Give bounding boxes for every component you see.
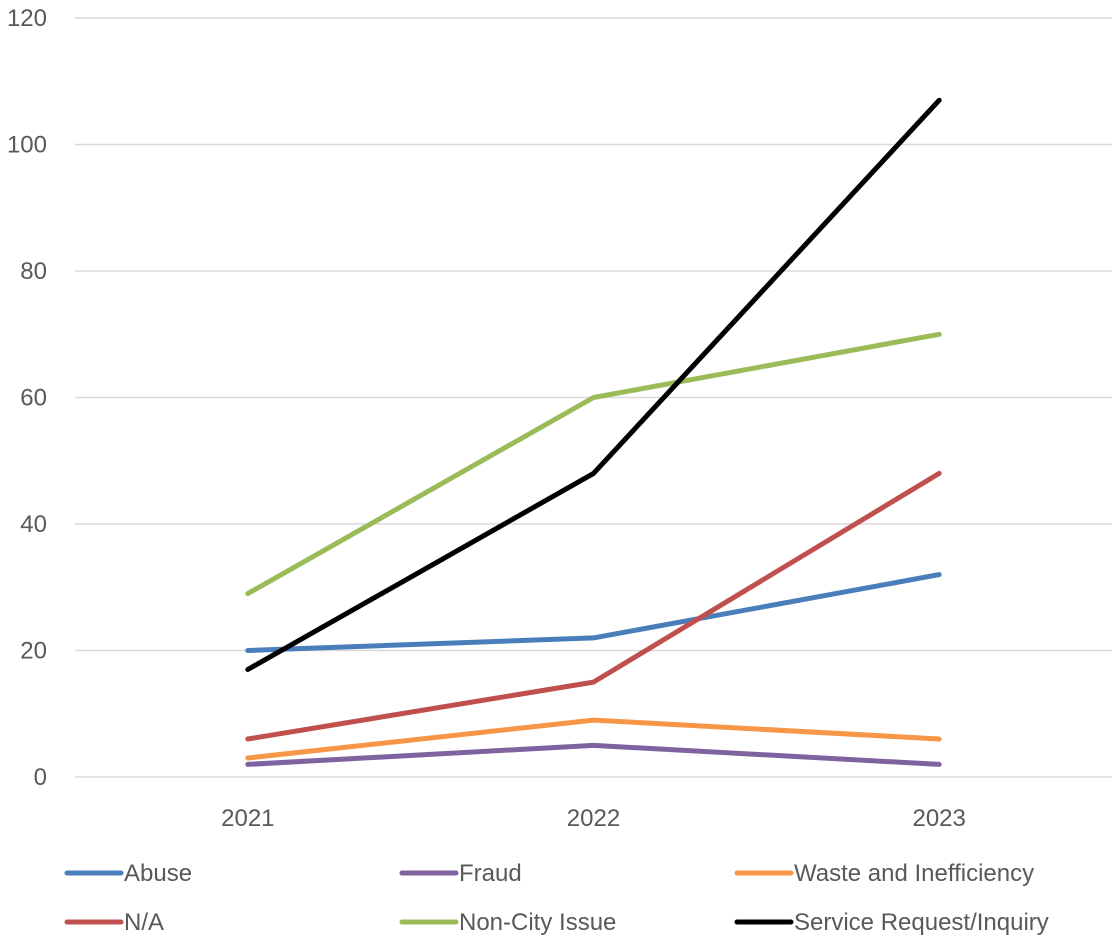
legend-label: Abuse [124, 860, 192, 887]
y-tick-label: 0 [34, 764, 47, 791]
legend: Abuse Fraud Waste and Inefficiency N/A Non-C… [67, 860, 1049, 936]
legend-item: Non-City Issue [402, 909, 616, 936]
legend-label: N/A [124, 909, 164, 936]
series-line-non-city-issue [248, 334, 939, 593]
x-axis-tick-labels: 2021 2022 2023 [221, 805, 966, 832]
y-tick-label: 120 [7, 5, 47, 32]
legend-label: Service Request/Inquiry [794, 909, 1049, 936]
legend-item: Abuse [67, 860, 192, 887]
series-line-n-a [248, 473, 939, 739]
legend-item: N/A [67, 909, 164, 936]
series-line-waste-and-inefficiency [248, 720, 939, 758]
y-tick-label: 20 [20, 638, 47, 665]
y-tick-label: 60 [20, 385, 47, 412]
y-tick-label: 40 [20, 511, 47, 538]
y-axis-tick-labels: 0 20 40 60 80 100 120 [7, 5, 47, 791]
legend-item: Service Request/Inquiry [737, 909, 1049, 936]
x-tick-label: 2023 [912, 805, 965, 832]
series-line-service-request-inquiry [248, 100, 939, 669]
legend-label: Fraud [459, 860, 522, 887]
legend-label: Waste and Inefficiency [794, 860, 1034, 887]
series-lines [248, 100, 939, 764]
x-tick-label: 2021 [221, 805, 274, 832]
y-tick-label: 100 [7, 132, 47, 159]
legend-item: Fraud [402, 860, 522, 887]
x-tick-label: 2022 [567, 805, 620, 832]
y-tick-label: 80 [20, 258, 47, 285]
legend-label: Non-City Issue [459, 909, 616, 936]
legend-item: Waste and Inefficiency [737, 860, 1034, 887]
